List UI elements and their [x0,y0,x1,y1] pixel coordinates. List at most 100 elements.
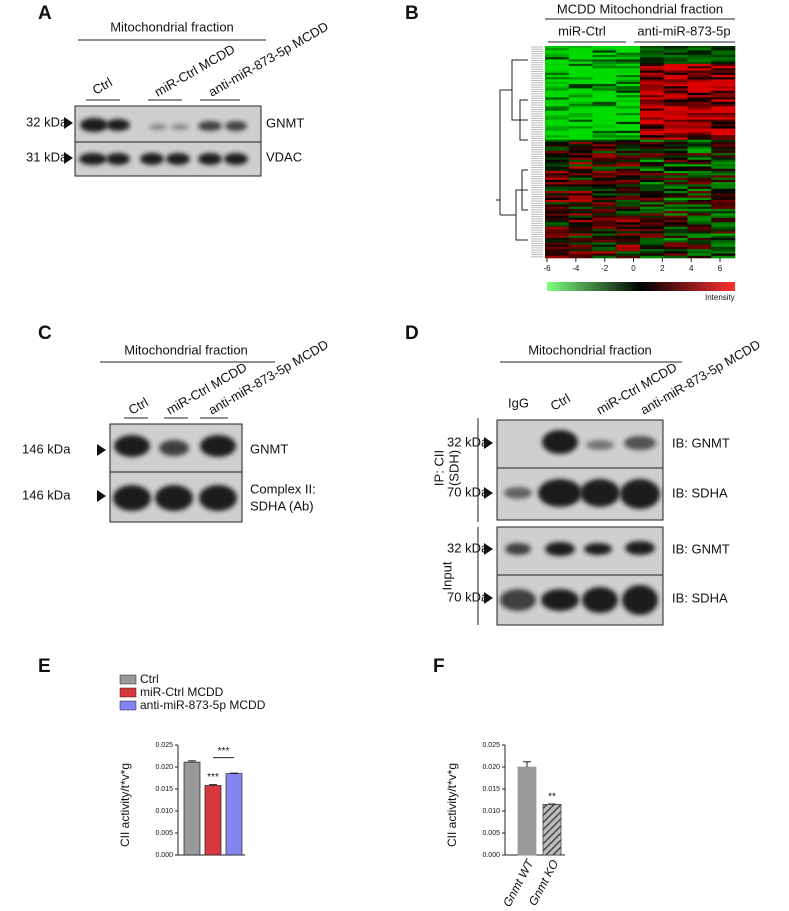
heatmap-cell [687,48,712,51]
heatmap-cell [711,242,736,245]
heatmap-cell [663,92,688,96]
heatmap-cell [711,70,736,74]
heatmap-cell [616,101,641,105]
heatmap-cell [568,211,593,214]
heatmap-cell [663,193,688,196]
row-label [531,111,543,113]
heatmap-cell [545,148,570,152]
heatmap-cell [687,104,712,107]
heatmap-cell [711,159,736,163]
protein-label: VDAC [266,149,302,164]
heatmap-cell [711,104,736,107]
row-label [531,126,543,128]
heatmap-cell [711,213,736,216]
panel-d: D Mitochondrial fraction IgG Ctrl miR-Ct… [405,323,763,626]
heatmap-cell [545,235,570,239]
heatmap-cell [568,59,593,62]
heatmap-cell [640,135,665,138]
row-label [531,191,543,193]
heatmap-cell [616,188,641,192]
heatmap-cell [616,99,641,103]
heatmap-cell [592,108,617,112]
heatmap-cell [711,128,736,132]
heatmap-cell [545,242,570,245]
heatmap-cell [568,233,593,236]
heatmap-cell [545,59,570,62]
heatmap-cell [663,106,688,109]
panel-label: E [38,656,51,677]
heatmap-cell [663,150,688,154]
heatmap-cell [616,77,641,80]
heatmap-cell [568,179,593,183]
heatmap-cell [687,52,712,56]
heatmap-cell [687,231,712,234]
row-label [531,75,543,77]
heatmap-cell [616,162,641,165]
legend-label: Ctrl [140,672,159,686]
heatmap-cell [616,141,641,145]
heatmap-cell [545,173,570,176]
heatmap-cell [568,54,593,58]
heatmap-cell [687,233,712,236]
heatmap-cell [711,81,736,85]
row-label [531,140,543,142]
heatmap-cell [663,235,688,239]
heatmap-cell [616,75,641,78]
heatmap-cell [687,246,712,250]
heatmap-cell [711,168,736,172]
heatmap-cell [687,199,712,203]
heatmap-cell [640,72,665,76]
heatmap-cell [592,150,617,154]
heatmap-cell [616,220,641,223]
heatmap-cell [545,72,570,76]
heatmap-cell [687,112,712,116]
heatmap-cell [568,242,593,245]
heatmap-cell [687,146,712,149]
heatmap-cell [663,48,688,51]
heatmap-cell [687,208,712,212]
heatmap-cell [663,228,688,232]
heatmap-cell [640,157,665,161]
heatmap-cell [640,204,665,207]
heatmap-cell [616,126,641,129]
heatmap-cell [568,237,593,241]
heatmap-cell [687,153,712,156]
heatmap-cell [592,193,617,196]
group-label: IP: CII [431,450,446,486]
heatmap-cell [640,54,665,58]
heatmap-cell [592,112,617,116]
heatmap-cell [663,83,688,87]
heatmap-cell [663,104,688,107]
row-label [531,240,543,242]
heatmap-cell [640,255,665,259]
heatmap-cell [687,206,712,210]
ib-label: IB: GNMT [672,435,730,450]
heatmap-cell [616,242,641,245]
bar [225,773,243,856]
heatmap-cell [545,139,570,143]
heatmap-cell [663,166,688,170]
heatmap-cell [711,106,736,109]
heatmap-cell [711,119,736,123]
heatmap-cell [568,61,593,65]
heatmap-cell [687,97,712,100]
heatmap-cell [545,197,570,201]
heatmap-cell [640,222,665,225]
row-label [531,164,543,166]
panel-label: A [38,3,52,24]
row-label [531,153,543,155]
heatmap-cell [616,119,641,123]
kda-label: 146 kDa [22,487,71,502]
heatmap-cell [711,66,736,69]
heatmap-cell [545,164,570,167]
heatmap-cell [616,237,641,241]
heatmap-cell [663,141,688,145]
heatmap-cell [711,162,736,165]
heatmap-cell [592,155,617,158]
heatmap-cell [568,70,593,74]
heatmap-cell [545,50,570,53]
heatmap-cell [687,137,712,141]
heatmap-cell [568,164,593,167]
heatmap-cell [545,228,570,232]
heatmap-cell [568,249,593,252]
